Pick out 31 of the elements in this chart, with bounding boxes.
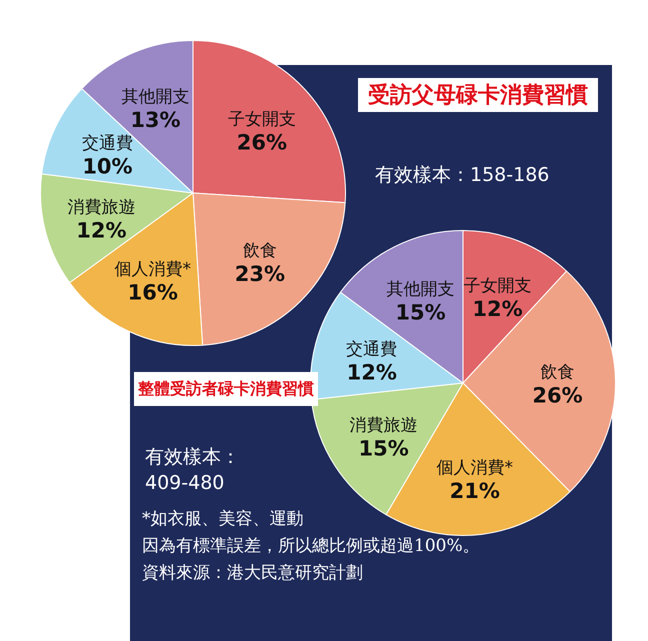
slice-label: 子女開支 [463,276,532,296]
data-label: 15% [358,436,409,460]
slice-label: 飲食 [540,362,575,383]
slice-label: 其他開支 [386,280,454,300]
slice-label: 交通費 [82,134,133,154]
text: 受訪父母碌卡消費習慣 [358,78,598,112]
data-label: 10% [82,154,133,179]
slice-label: 子女開支 [228,109,296,130]
slice-label: 個人消費* [436,458,513,478]
data-label: 12% [346,360,397,384]
text: 整體受訪者碌卡消費習慣 [134,372,318,406]
data-label: 23% [234,262,285,286]
text: *如衣服、美容、運動 [142,508,304,531]
data-label: 16% [128,280,178,305]
data-label: 15% [395,300,446,325]
slice-label: 消費旅遊 [67,198,136,218]
text: 有效樣本： 409-480 [145,445,240,496]
data-label: 12% [76,218,127,243]
data-label: 21% [450,478,500,503]
source-note: 資料來源：港大民意研究計劃 [142,562,364,585]
data-label: 13% [130,108,181,132]
slice-label: 飲食 [242,240,277,261]
slice-label: 交通費 [346,339,398,360]
data-label: 12% [472,296,523,321]
data-label: 26% [236,130,288,154]
text: 有效樣本：158-186 [375,163,550,188]
slice-label: 消費旅遊 [350,415,418,436]
data-label: 26% [532,384,583,408]
slice-label: 個人消費* [114,260,191,280]
text: 因為有標準誤差，所以總比例或超過100%。 [142,535,481,558]
slice-label: 其他開支 [121,87,190,108]
